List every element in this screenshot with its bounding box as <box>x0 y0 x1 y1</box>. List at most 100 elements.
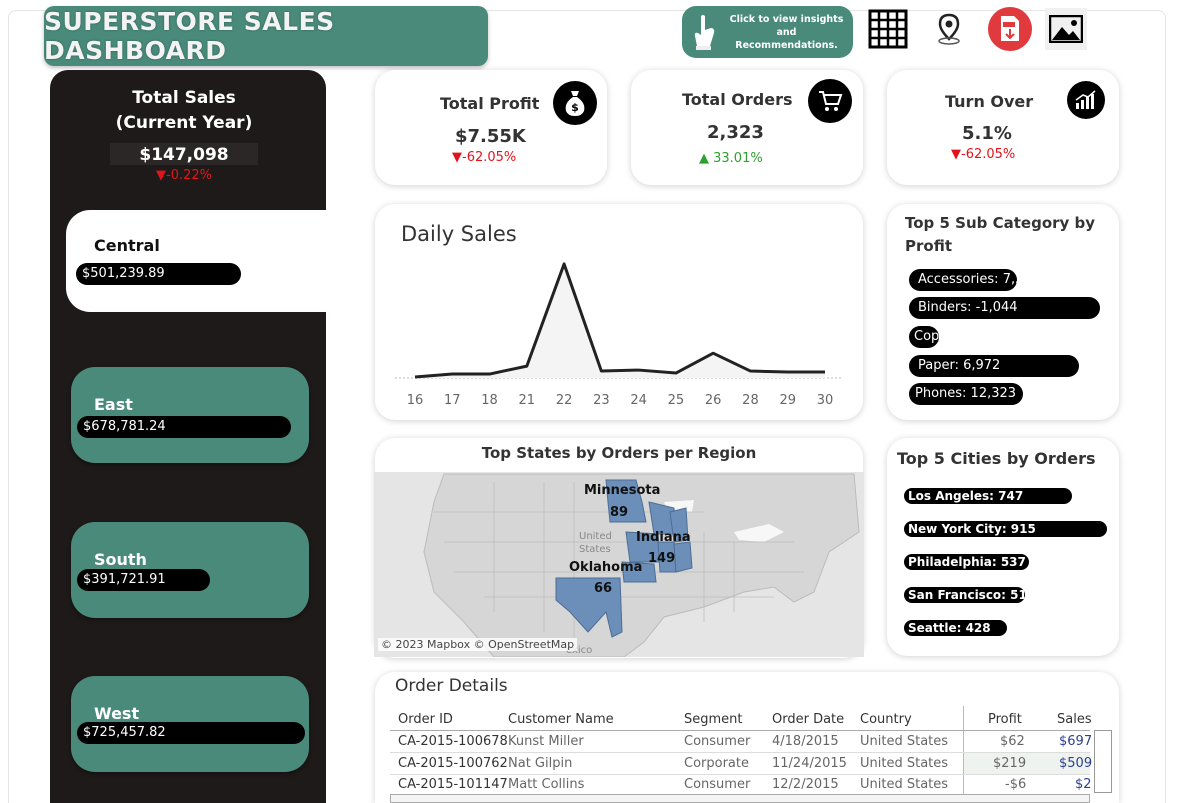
data-point-16[interactable] <box>412 374 418 380</box>
x-tick-label: 16 <box>407 393 424 408</box>
series-line-daily-sales[interactable] <box>414 262 825 379</box>
money-bag-icon: $ <box>553 81 597 125</box>
total-sales-value-box <box>110 143 258 165</box>
data-point-18[interactable] <box>487 371 493 377</box>
column-header-country[interactable]: Country <box>860 712 912 727</box>
city-bar[interactable]: Seattle: 428 <box>904 620 1007 636</box>
total-sales-value: $147,098 <box>139 145 229 165</box>
table-scrollbar[interactable] <box>1094 730 1112 793</box>
data-point-23[interactable] <box>598 368 604 374</box>
cart-icon <box>808 79 852 123</box>
subcategory-bar[interactable]: Accessories: 7,2 <box>909 269 1017 291</box>
cell-sales: $697 <box>1059 734 1093 749</box>
region-card-east[interactable]: East $678,781.24 <box>71 367 309 463</box>
cell-customer: Kunst Miller <box>508 734 584 749</box>
kpi-title: Turn Over <box>945 92 1034 111</box>
cell-sales: $2 <box>1075 777 1092 792</box>
daily-sales-card: Daily Sales 16 17 18 21 22 23 24 25 26 28 29 30 <box>375 204 863 420</box>
cell-date: 11/24/2015 <box>772 756 847 771</box>
grid-icon[interactable] <box>867 8 909 50</box>
city-bar[interactable]: Los Angeles: 747 <box>904 488 1072 504</box>
table-divider <box>963 706 964 794</box>
cell-date: 4/18/2015 <box>772 734 839 749</box>
kpi-value: 5.1% <box>962 123 1012 144</box>
cell-segment: Corporate <box>684 756 749 771</box>
region-name: Central <box>94 236 160 255</box>
column-header-order-id[interactable]: Order ID <box>398 712 453 727</box>
table-row-line <box>390 752 1090 753</box>
column-header-order-date[interactable]: Order Date <box>772 712 845 727</box>
data-point-26[interactable] <box>710 350 716 356</box>
column-header-sales[interactable]: Sales <box>1057 712 1092 727</box>
data-point-21[interactable] <box>524 363 530 369</box>
cell-segment: Consumer <box>684 777 751 792</box>
kpi-card-turnover: Turn Over 5.1% ▼-62.05% <box>887 70 1119 185</box>
map-country-label: States <box>579 544 611 555</box>
pdf-download-icon[interactable] <box>988 7 1032 51</box>
data-point-22[interactable] <box>561 261 567 267</box>
column-header-profit[interactable]: Profit <box>988 712 1022 727</box>
map-state-orders: 149 <box>648 551 676 566</box>
order-details-card <box>375 672 1119 803</box>
table-header-line <box>390 730 1090 731</box>
city-bar[interactable]: San Francisco: 510 <box>904 587 1025 603</box>
subcategory-bar[interactable]: Paper: 6,972 <box>909 355 1079 377</box>
hand-pointer-icon <box>682 6 726 58</box>
x-tick-label: 18 <box>481 393 498 408</box>
region-name: West <box>94 704 140 723</box>
data-point-29[interactable] <box>785 369 791 375</box>
subcategory-title: Top 5 Sub Category by Profit <box>905 214 1096 255</box>
map-state-label: Indiana <box>636 530 691 545</box>
cell-profit: $62 <box>1000 734 1025 749</box>
data-point-25[interactable] <box>673 370 679 376</box>
states-map[interactable]: Minnesota 89 Indiana 149 Oklahoma 66 Uni… <box>374 472 864 657</box>
map-state-label: Minnesota <box>584 483 661 498</box>
cell-order-id: CA-2015-100678 <box>398 734 508 749</box>
region-sales-pill: $391,721.91 <box>77 569 210 591</box>
column-header-segment[interactable]: Segment <box>684 712 743 727</box>
image-icon[interactable] <box>1045 8 1087 50</box>
x-tick-label: 29 <box>779 393 796 408</box>
kpi-value: 2,323 <box>707 122 764 143</box>
x-tick-label: 25 <box>668 393 685 408</box>
data-point-28[interactable] <box>747 368 753 374</box>
cell-country: United States <box>860 734 949 749</box>
x-tick-label: 24 <box>630 393 647 408</box>
kpi-value: $7.55K <box>455 126 526 147</box>
cell-country: United States <box>860 756 949 771</box>
cell-order-id: CA-2015-101147 <box>398 777 508 792</box>
kpi-card-profit: Total Profit $7.55K ▼-62.05% $ <box>375 70 607 185</box>
data-point-17[interactable] <box>449 371 455 377</box>
kpi-title: Total Orders <box>682 90 793 109</box>
city-bar[interactable]: New York City: 915 <box>904 521 1107 537</box>
profit-cell-highlight <box>964 753 1090 774</box>
location-pin-icon[interactable] <box>928 8 970 50</box>
cell-date: 12/2/2015 <box>772 777 839 792</box>
data-point-30[interactable] <box>822 369 828 375</box>
map-credit: © 2023 Mapbox © OpenStreetMap <box>378 638 578 651</box>
region-card-west[interactable]: West $725,457.82 <box>71 676 309 772</box>
cell-sales: $509 <box>1059 756 1093 771</box>
subcategory-bar[interactable]: Phones: 12,323 <box>909 383 1023 405</box>
insights-button[interactable]: Click to view insights and Recommendatio… <box>682 6 853 58</box>
cell-country: United States <box>860 777 949 792</box>
column-header-customer-name[interactable]: Customer Name <box>508 712 614 727</box>
chart-title: Daily Sales <box>401 222 517 246</box>
city-bar[interactable]: Philadelphia: 537 <box>904 554 1029 570</box>
table-horizontal-scrollbar[interactable] <box>390 794 1090 803</box>
region-card-south[interactable]: South $391,721.91 <box>71 522 309 618</box>
data-point-24[interactable] <box>636 367 642 373</box>
chart-growth-icon <box>1067 81 1105 119</box>
subcategory-card: Top 5 Sub Category by Profit Accessories… <box>887 204 1119 420</box>
subcategory-bar[interactable]: Cop <box>909 326 939 348</box>
total-sales-title: Total Sales (Current Year) <box>115 88 253 133</box>
insights-button-label: Click to view insights and Recommendatio… <box>729 13 844 51</box>
region-name: South <box>94 550 147 569</box>
region-card-central[interactable]: Central $501,239.89 <box>66 210 328 312</box>
cell-customer: Matt Collins <box>508 777 585 792</box>
map-country-label: United <box>579 531 612 542</box>
region-sales-pill: $678,781.24 <box>77 416 291 438</box>
kpi-title: Total Profit <box>440 94 540 113</box>
svg-text:$: $ <box>571 101 579 114</box>
subcategory-bar[interactable]: Binders: -1,044 <box>909 297 1100 319</box>
